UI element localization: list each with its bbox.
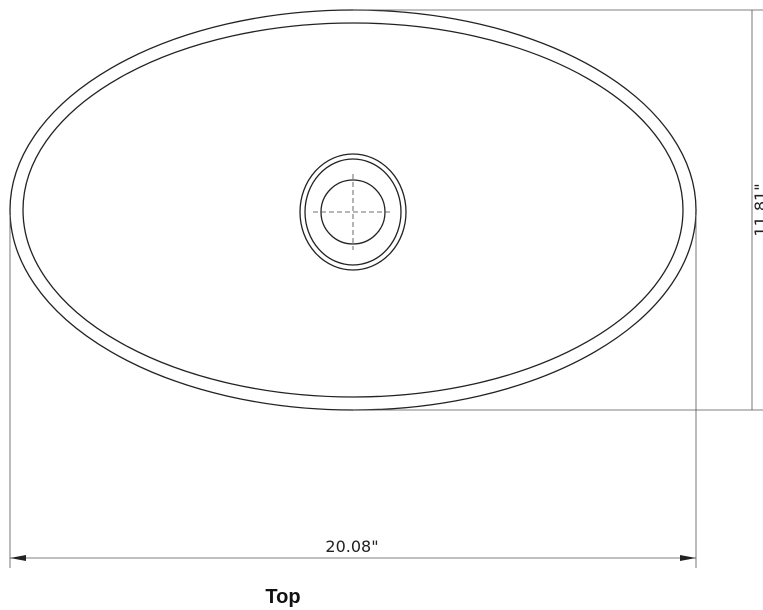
view-label: Top xyxy=(265,586,300,608)
drain-outer xyxy=(299,153,407,271)
dimension-lines xyxy=(9,9,763,568)
drain xyxy=(299,153,407,271)
arrowhead xyxy=(10,555,26,561)
drain-ring xyxy=(304,158,402,266)
arrowhead xyxy=(680,555,696,561)
width-label: 20.08" xyxy=(325,537,378,556)
height-label: 11.81" xyxy=(751,183,763,236)
inner-rim xyxy=(22,22,684,398)
